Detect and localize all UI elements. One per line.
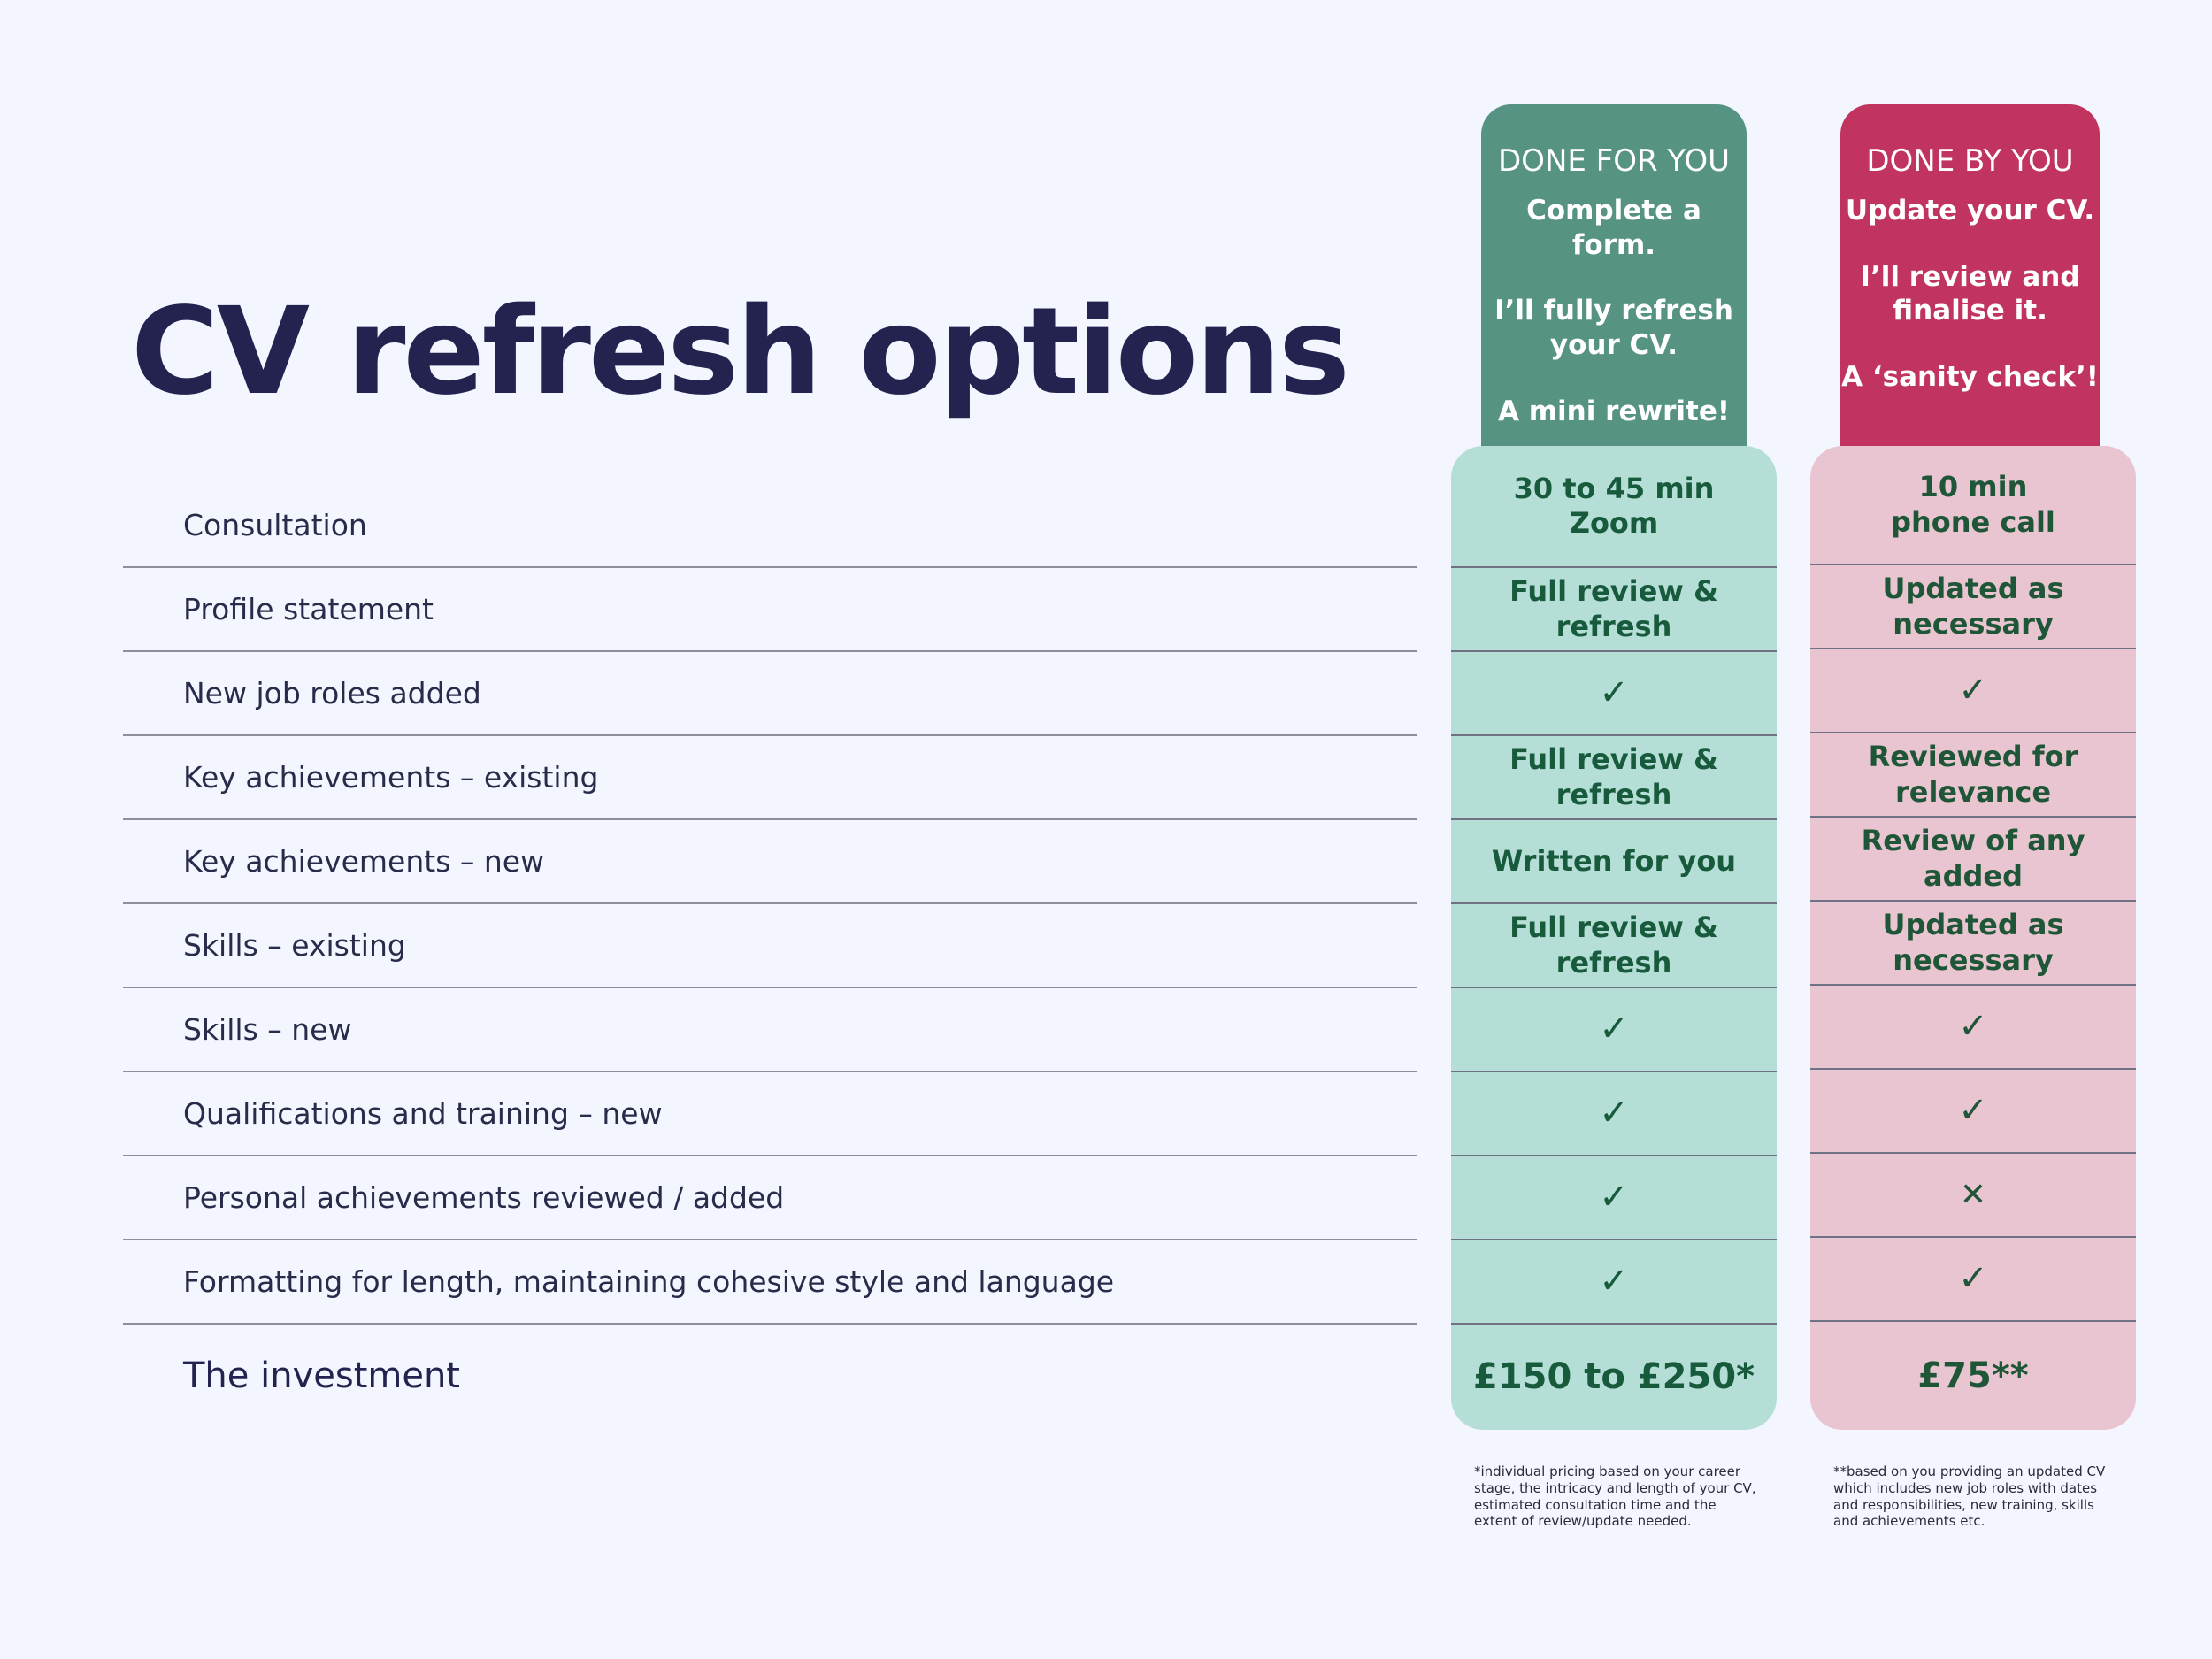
page-title: CV refresh options: [131, 282, 1350, 422]
feature-label: Profile statement: [183, 592, 434, 626]
check-icon: ✓: [1451, 1072, 1777, 1156]
done-by-you-line1: Update your CV.: [1845, 194, 2095, 227]
feature-row: Skills – existing: [123, 904, 1417, 988]
feature-row: Formatting for length, maintaining cohes…: [123, 1240, 1417, 1325]
check-icon: ✓: [1451, 988, 1777, 1072]
feature-label: Skills – existing: [183, 928, 406, 963]
feature-label: Skills – new: [183, 1012, 352, 1047]
done-for-you-column: 30 to 45 min Zoom Full review & refresh …: [1451, 446, 1777, 1430]
feature-row: Skills – new: [123, 988, 1417, 1072]
done-for-you-footnote: *individual pricing based on your career…: [1474, 1463, 1756, 1530]
done-for-you-price: £150 to £250*: [1472, 1356, 1755, 1398]
done-by-you-cell: Updated as necessary: [1810, 902, 2136, 986]
done-by-you-title: DONE BY YOU: [1866, 143, 2074, 179]
done-for-you-title: DONE FOR YOU: [1498, 143, 1730, 179]
done-for-you-cell: Full review & refresh: [1451, 568, 1777, 652]
feature-row: Profile statement: [123, 568, 1417, 652]
check-icon: ✓: [1810, 986, 2136, 1070]
done-by-you-cell: 10 min phone call: [1810, 446, 2136, 565]
done-for-you-cell: Full review & refresh: [1451, 736, 1777, 820]
feature-label: Key achievements – existing: [183, 760, 599, 795]
done-by-you-cell: Updated as necessary: [1810, 565, 2136, 649]
done-by-you-cell: Review of any added: [1810, 818, 2136, 902]
feature-row: Qualifications and training – new: [123, 1072, 1417, 1156]
done-by-you-header: DONE BY YOU Update your CV. I’ll review …: [1840, 104, 2100, 449]
done-for-you-cell: 30 to 45 min Zoom: [1451, 446, 1777, 568]
investment-label: The investment: [183, 1356, 460, 1396]
feature-label: Qualifications and training – new: [183, 1096, 663, 1131]
done-by-you-price: £75**: [1917, 1355, 2029, 1396]
check-icon: ✓: [1451, 652, 1777, 736]
done-for-you-line1: Complete a form.: [1526, 194, 1701, 261]
feature-row: New job roles added: [123, 652, 1417, 736]
feature-label: Consultation: [183, 507, 367, 542]
done-by-you-cell: Reviewed for relevance: [1810, 733, 2136, 818]
done-by-you-line3: A ‘sanity check’!: [1841, 361, 2099, 394]
check-icon: ✓: [1810, 1238, 2136, 1322]
done-for-you-header: DONE FOR YOU Complete a form. I’ll fully…: [1481, 104, 1747, 449]
check-icon: ✓: [1810, 649, 2136, 733]
feature-row: Consultation: [123, 483, 1417, 568]
feature-row: Key achievements – new: [123, 820, 1417, 904]
cross-icon: ✕: [1810, 1154, 2136, 1238]
done-by-you-column: 10 min phone call Updated as necessary ✓…: [1810, 446, 2136, 1430]
done-for-you-cell: Written for you: [1451, 820, 1777, 904]
feature-label: Key achievements – new: [183, 844, 545, 879]
done-by-you-footnote: **based on you providing an updated CV w…: [1833, 1463, 2106, 1530]
done-for-you-line2: I’ll fully refresh your CV.: [1494, 295, 1733, 362]
done-by-you-line2: I’ll review and finalise it.: [1860, 260, 2080, 327]
check-icon: ✓: [1451, 1240, 1777, 1325]
feature-row: Personal achievements reviewed / added: [123, 1156, 1417, 1240]
feature-row: Key achievements – existing: [123, 736, 1417, 820]
check-icon: ✓: [1810, 1070, 2136, 1154]
check-icon: ✓: [1451, 1156, 1777, 1240]
done-for-you-line3: A mini rewrite!: [1497, 395, 1731, 427]
feature-label: Personal achievements reviewed / added: [183, 1180, 785, 1215]
feature-label: Formatting for length, maintaining cohes…: [183, 1264, 1115, 1299]
feature-label: New job roles added: [183, 676, 481, 710]
done-for-you-cell: Full review & refresh: [1451, 904, 1777, 988]
